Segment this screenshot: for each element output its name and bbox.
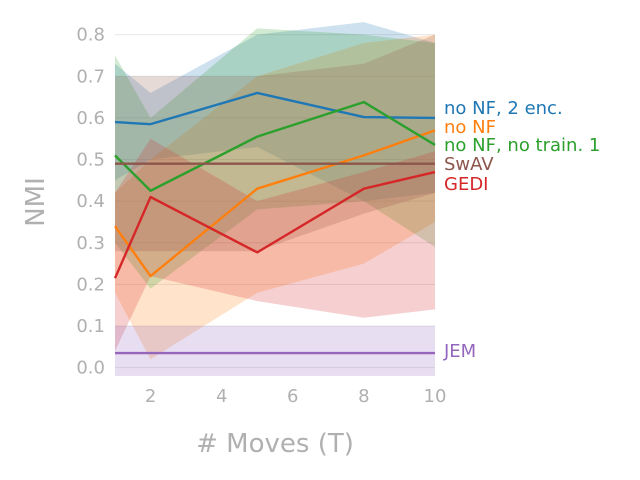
- x-tick-label: 10: [424, 386, 447, 407]
- legend-label-gedi: GEDI: [444, 174, 489, 195]
- x-tick-label: 6: [287, 386, 298, 407]
- line-no-nf-no-train-1: [114, 100, 436, 192]
- legend-label-no-nf: no NF: [444, 117, 496, 138]
- legend-label-jem: JEM: [443, 341, 476, 362]
- legend-label-no-nf-2-enc-: no NF, 2 enc.: [444, 98, 563, 119]
- legend-label-swav: SwAV: [444, 154, 494, 175]
- y-tick-label: 0.8: [76, 25, 105, 46]
- y-tick-label: 0.2: [76, 274, 105, 295]
- x-tick-label: 4: [216, 386, 227, 407]
- y-tick-label: 0.5: [76, 150, 105, 171]
- y-tick-label: 0.3: [76, 233, 105, 254]
- legend-label-no-nf-no-train-1: no NF, no train. 1: [444, 135, 600, 156]
- confidence-bands: [115, 22, 435, 376]
- y-tick-label: 0.6: [76, 108, 105, 129]
- y-tick-label: 0.4: [76, 191, 105, 212]
- band-no-nf-no-train-1: [115, 28, 435, 289]
- y-axis-label: NMI: [21, 177, 51, 227]
- band-swav: [115, 34, 435, 252]
- series-lines: [113, 91, 436, 355]
- x-tick-label: 2: [145, 386, 156, 407]
- x-tick-label: 8: [358, 386, 369, 407]
- y-tick-label: 0.0: [76, 358, 105, 379]
- band-gedi: [115, 138, 435, 352]
- y-tick-label: 0.7: [76, 66, 105, 87]
- y-tick-label: 0.1: [76, 316, 105, 337]
- band-no-nf-2-enc-: [115, 22, 435, 202]
- x-axis-label: # Moves (T): [196, 429, 354, 459]
- tick-labels: 0.0 0.1 0.2 0.3 0.4 0.5 0.6 0.7 0.8 2 4 6 8 10: [76, 25, 446, 407]
- line-gedi: [113, 170, 436, 279]
- line-no-nf: [114, 129, 436, 278]
- band-jem: [115, 326, 435, 376]
